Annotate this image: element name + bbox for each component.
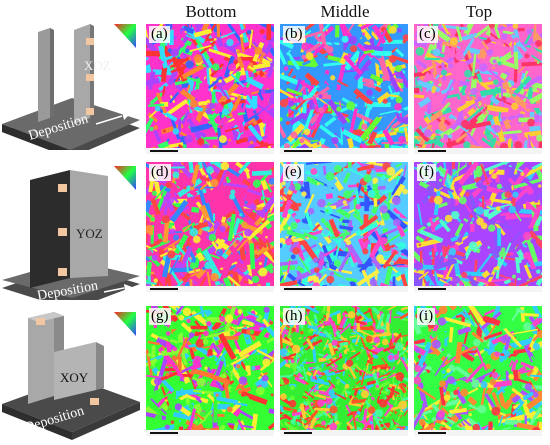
panel-label: (b) — [283, 26, 305, 43]
scale-bar — [280, 286, 408, 292]
scale-bar — [414, 148, 542, 154]
ipf-color-key-icon — [114, 24, 136, 48]
ebsd-texture — [146, 306, 274, 436]
plane-label-xoz: XOZ — [84, 58, 111, 73]
panel-label: (f) — [417, 164, 436, 181]
ebsd-map-f: (f) — [414, 162, 542, 292]
ebsd-texture — [146, 162, 274, 292]
panel-label: (i) — [417, 308, 436, 325]
ebsd-texture — [414, 24, 542, 154]
ipf-color-key-icon — [114, 166, 136, 190]
ebsd-map-g: (g) — [146, 306, 274, 436]
ebsd-texture — [280, 24, 408, 154]
ipf-color-key-icon — [114, 312, 136, 336]
ebsd-map-i: (i) — [414, 306, 542, 436]
ebsd-map-h: (h) — [280, 306, 408, 436]
ebsd-texture — [414, 162, 542, 292]
scale-bar — [280, 148, 408, 154]
scale-bar — [146, 148, 274, 154]
panel-label: (a) — [149, 26, 170, 43]
panel-label: (c) — [417, 26, 438, 43]
ebsd-texture — [146, 24, 274, 154]
schematic-xoy: XOY Deposition — [0, 304, 140, 444]
scale-bar — [414, 430, 542, 436]
ebsd-map-b: (b) — [280, 24, 408, 154]
panel-label: (e) — [283, 164, 304, 181]
scale-bar — [146, 430, 274, 436]
ebsd-map-c: (c) — [414, 24, 542, 154]
scale-bar — [414, 286, 542, 292]
panel-label: (h) — [283, 308, 305, 325]
column-header-top: Top — [465, 2, 493, 21]
schematic-xoz: XOZ Deposition — [0, 10, 140, 150]
panel-label: (d) — [149, 164, 171, 181]
ebsd-map-e: (e) — [280, 162, 408, 292]
ebsd-map-a: (a) — [146, 24, 274, 154]
scale-bar — [146, 286, 274, 292]
plane-label-yoz: YOZ — [76, 226, 103, 241]
column-header-middle: Middle — [320, 2, 370, 21]
schematic-yoz: YOZ Deposition — [0, 160, 140, 300]
scale-bar — [280, 430, 408, 436]
ebsd-texture — [414, 306, 542, 436]
plane-label-xoy: XOY — [60, 370, 89, 385]
panel-label: (g) — [149, 308, 171, 325]
ebsd-texture — [280, 306, 408, 436]
ebsd-map-d: (d) — [146, 162, 274, 292]
column-header-bottom: Bottom — [185, 2, 237, 21]
ebsd-texture — [280, 162, 408, 292]
